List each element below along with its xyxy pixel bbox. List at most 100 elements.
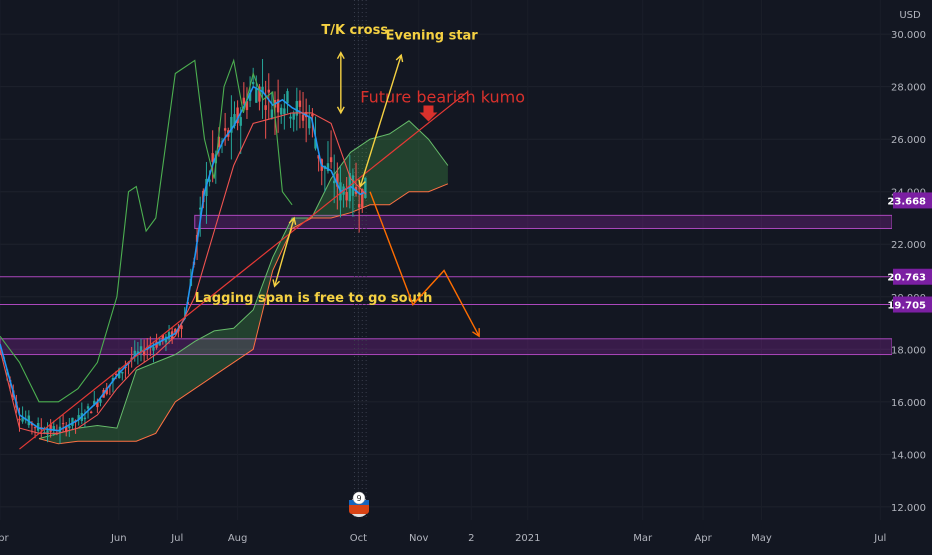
candle-body [52, 426, 55, 431]
evening-star-arrow-head [395, 53, 404, 63]
candle-body [333, 180, 336, 184]
kumo-senkou-span-b [38, 183, 449, 445]
candle-body [211, 153, 214, 162]
candle-body [270, 109, 274, 118]
candle-body [65, 425, 68, 433]
kumo-cloud-fill [39, 120, 448, 444]
x-tick-label: Aug [228, 533, 248, 544]
projected-path-arrow-head [472, 328, 480, 338]
x-tick-label: Jun [110, 533, 127, 544]
candle-body [230, 117, 233, 133]
candle-body [158, 341, 161, 346]
evening-star-label: Evening star [386, 28, 479, 43]
candle-body [361, 189, 364, 208]
candle-body [223, 128, 227, 131]
candle-body [261, 86, 264, 94]
price-axis-panel[interactable] [892, 0, 932, 520]
x-tick-label: 2021 [515, 533, 540, 544]
price-tag-label: 19.705 [887, 301, 926, 312]
candle-body [301, 114, 305, 121]
candle-body [21, 417, 24, 422]
x-tick-label: Apr [694, 533, 712, 544]
candle-body [61, 423, 65, 425]
price-tag-label: 20.763 [887, 273, 926, 284]
tk-cross-arrow-head [336, 51, 345, 60]
candle-body [264, 105, 267, 110]
candle-body [18, 418, 21, 421]
candle-body [155, 341, 158, 348]
candle-body [68, 426, 71, 429]
x-tick-label: Jul [170, 533, 183, 544]
price-tag [893, 268, 932, 285]
candle-body [217, 136, 221, 147]
candle-body [248, 92, 252, 101]
bearish-down-arrow-icon [419, 105, 438, 122]
candle-body [245, 101, 249, 111]
tk-cross-arrow-head [336, 106, 345, 115]
candle-body [258, 86, 261, 102]
candle-body [267, 89, 270, 93]
event-badge-count: 9 [356, 494, 361, 503]
candle-body [139, 346, 143, 352]
projected-price-path [369, 191, 480, 337]
candle-body [142, 351, 146, 356]
candle-body [86, 406, 90, 409]
candle-body [99, 399, 102, 403]
candle-body [93, 400, 96, 405]
evening-star-arrow [359, 54, 402, 187]
candle-body [276, 99, 280, 113]
price-tag [893, 296, 932, 313]
candle-body [283, 108, 286, 115]
candle-body [105, 387, 108, 395]
y-tick-label: 16.000 [891, 398, 926, 409]
y-tick-label: 22.000 [891, 240, 926, 251]
candle-body [233, 114, 236, 127]
candle-body [33, 427, 37, 429]
candle-body [121, 371, 124, 374]
candle-body [77, 415, 80, 420]
candle-body [295, 101, 299, 116]
candle-body [239, 117, 242, 126]
chikou-span-line [0, 58, 293, 403]
kumo-senkou-span-a [38, 120, 449, 440]
candle-body [161, 334, 165, 341]
candle-body [364, 177, 367, 199]
earnings-event-badge[interactable]: 9 [349, 491, 369, 517]
x-tick-label: Oct [350, 533, 367, 544]
candle-body [133, 350, 136, 357]
price-tag-label: 23.668 [887, 196, 926, 207]
currency-label: USD [899, 10, 921, 21]
candle-body [71, 417, 74, 426]
candle-body [289, 116, 292, 119]
x-tick-label: May [751, 533, 772, 544]
candle-body [83, 417, 87, 420]
candle-body [286, 91, 289, 104]
candle-body [251, 82, 255, 85]
y-tick-label: 26.000 [891, 135, 926, 146]
candle-body [357, 203, 361, 208]
candle-body [292, 113, 295, 120]
candle-body [345, 192, 348, 201]
candle-body [336, 173, 339, 187]
tenkan-sen-line [0, 85, 367, 432]
x-tick-label: Jul [873, 533, 886, 544]
candle-body [136, 351, 140, 354]
candle-body [311, 113, 314, 117]
candle-body [199, 207, 202, 210]
price-tag [893, 192, 932, 209]
candle-body [317, 155, 320, 159]
y-tick-label: 28.000 [891, 83, 926, 94]
candle-body [236, 107, 239, 124]
evening-star-arrow-head [358, 179, 366, 188]
x-tick-label: Nov [409, 533, 429, 544]
candle-body [326, 163, 330, 172]
candle-body [164, 336, 168, 343]
ascending-trendline [19, 91, 468, 450]
candle-body [351, 175, 355, 196]
time-axis-panel[interactable] [0, 520, 932, 550]
lagging-span-label: Lagging span is free to go south [195, 291, 433, 306]
candle-body [208, 179, 211, 182]
lagging-span-arrow [273, 217, 295, 287]
